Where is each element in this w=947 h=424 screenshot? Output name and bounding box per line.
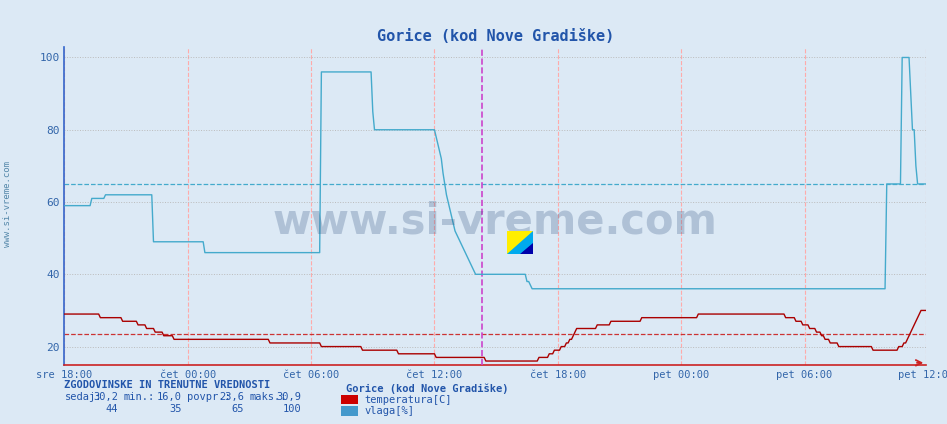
Text: 44: 44	[106, 404, 118, 414]
Text: 30,2: 30,2	[94, 392, 118, 402]
Text: www.si-vreme.com: www.si-vreme.com	[3, 161, 12, 246]
Text: 35: 35	[170, 404, 182, 414]
Text: 23,6: 23,6	[220, 392, 244, 402]
Text: povpr.:: povpr.:	[187, 392, 230, 402]
Text: 16,0: 16,0	[157, 392, 182, 402]
Text: temperatura[C]: temperatura[C]	[365, 395, 452, 405]
Text: 30,9: 30,9	[277, 392, 301, 402]
Text: 65: 65	[232, 404, 244, 414]
Text: vlaga[%]: vlaga[%]	[365, 406, 415, 416]
Text: maks.:: maks.:	[249, 392, 287, 402]
Polygon shape	[507, 231, 533, 254]
Text: sedaj:: sedaj:	[64, 392, 102, 402]
Text: ZGODOVINSKE IN TRENUTNE VREDNOSTI: ZGODOVINSKE IN TRENUTNE VREDNOSTI	[64, 379, 271, 390]
Text: Gorice (kod Nove Gradiške): Gorice (kod Nove Gradiške)	[346, 383, 509, 394]
Title: Gorice (kod Nove Gradiške): Gorice (kod Nove Gradiške)	[377, 29, 614, 44]
Polygon shape	[520, 243, 533, 254]
Text: 100: 100	[282, 404, 301, 414]
Polygon shape	[507, 231, 533, 254]
Text: www.si-vreme.com: www.si-vreme.com	[273, 201, 718, 243]
Text: min.:: min.:	[123, 392, 154, 402]
